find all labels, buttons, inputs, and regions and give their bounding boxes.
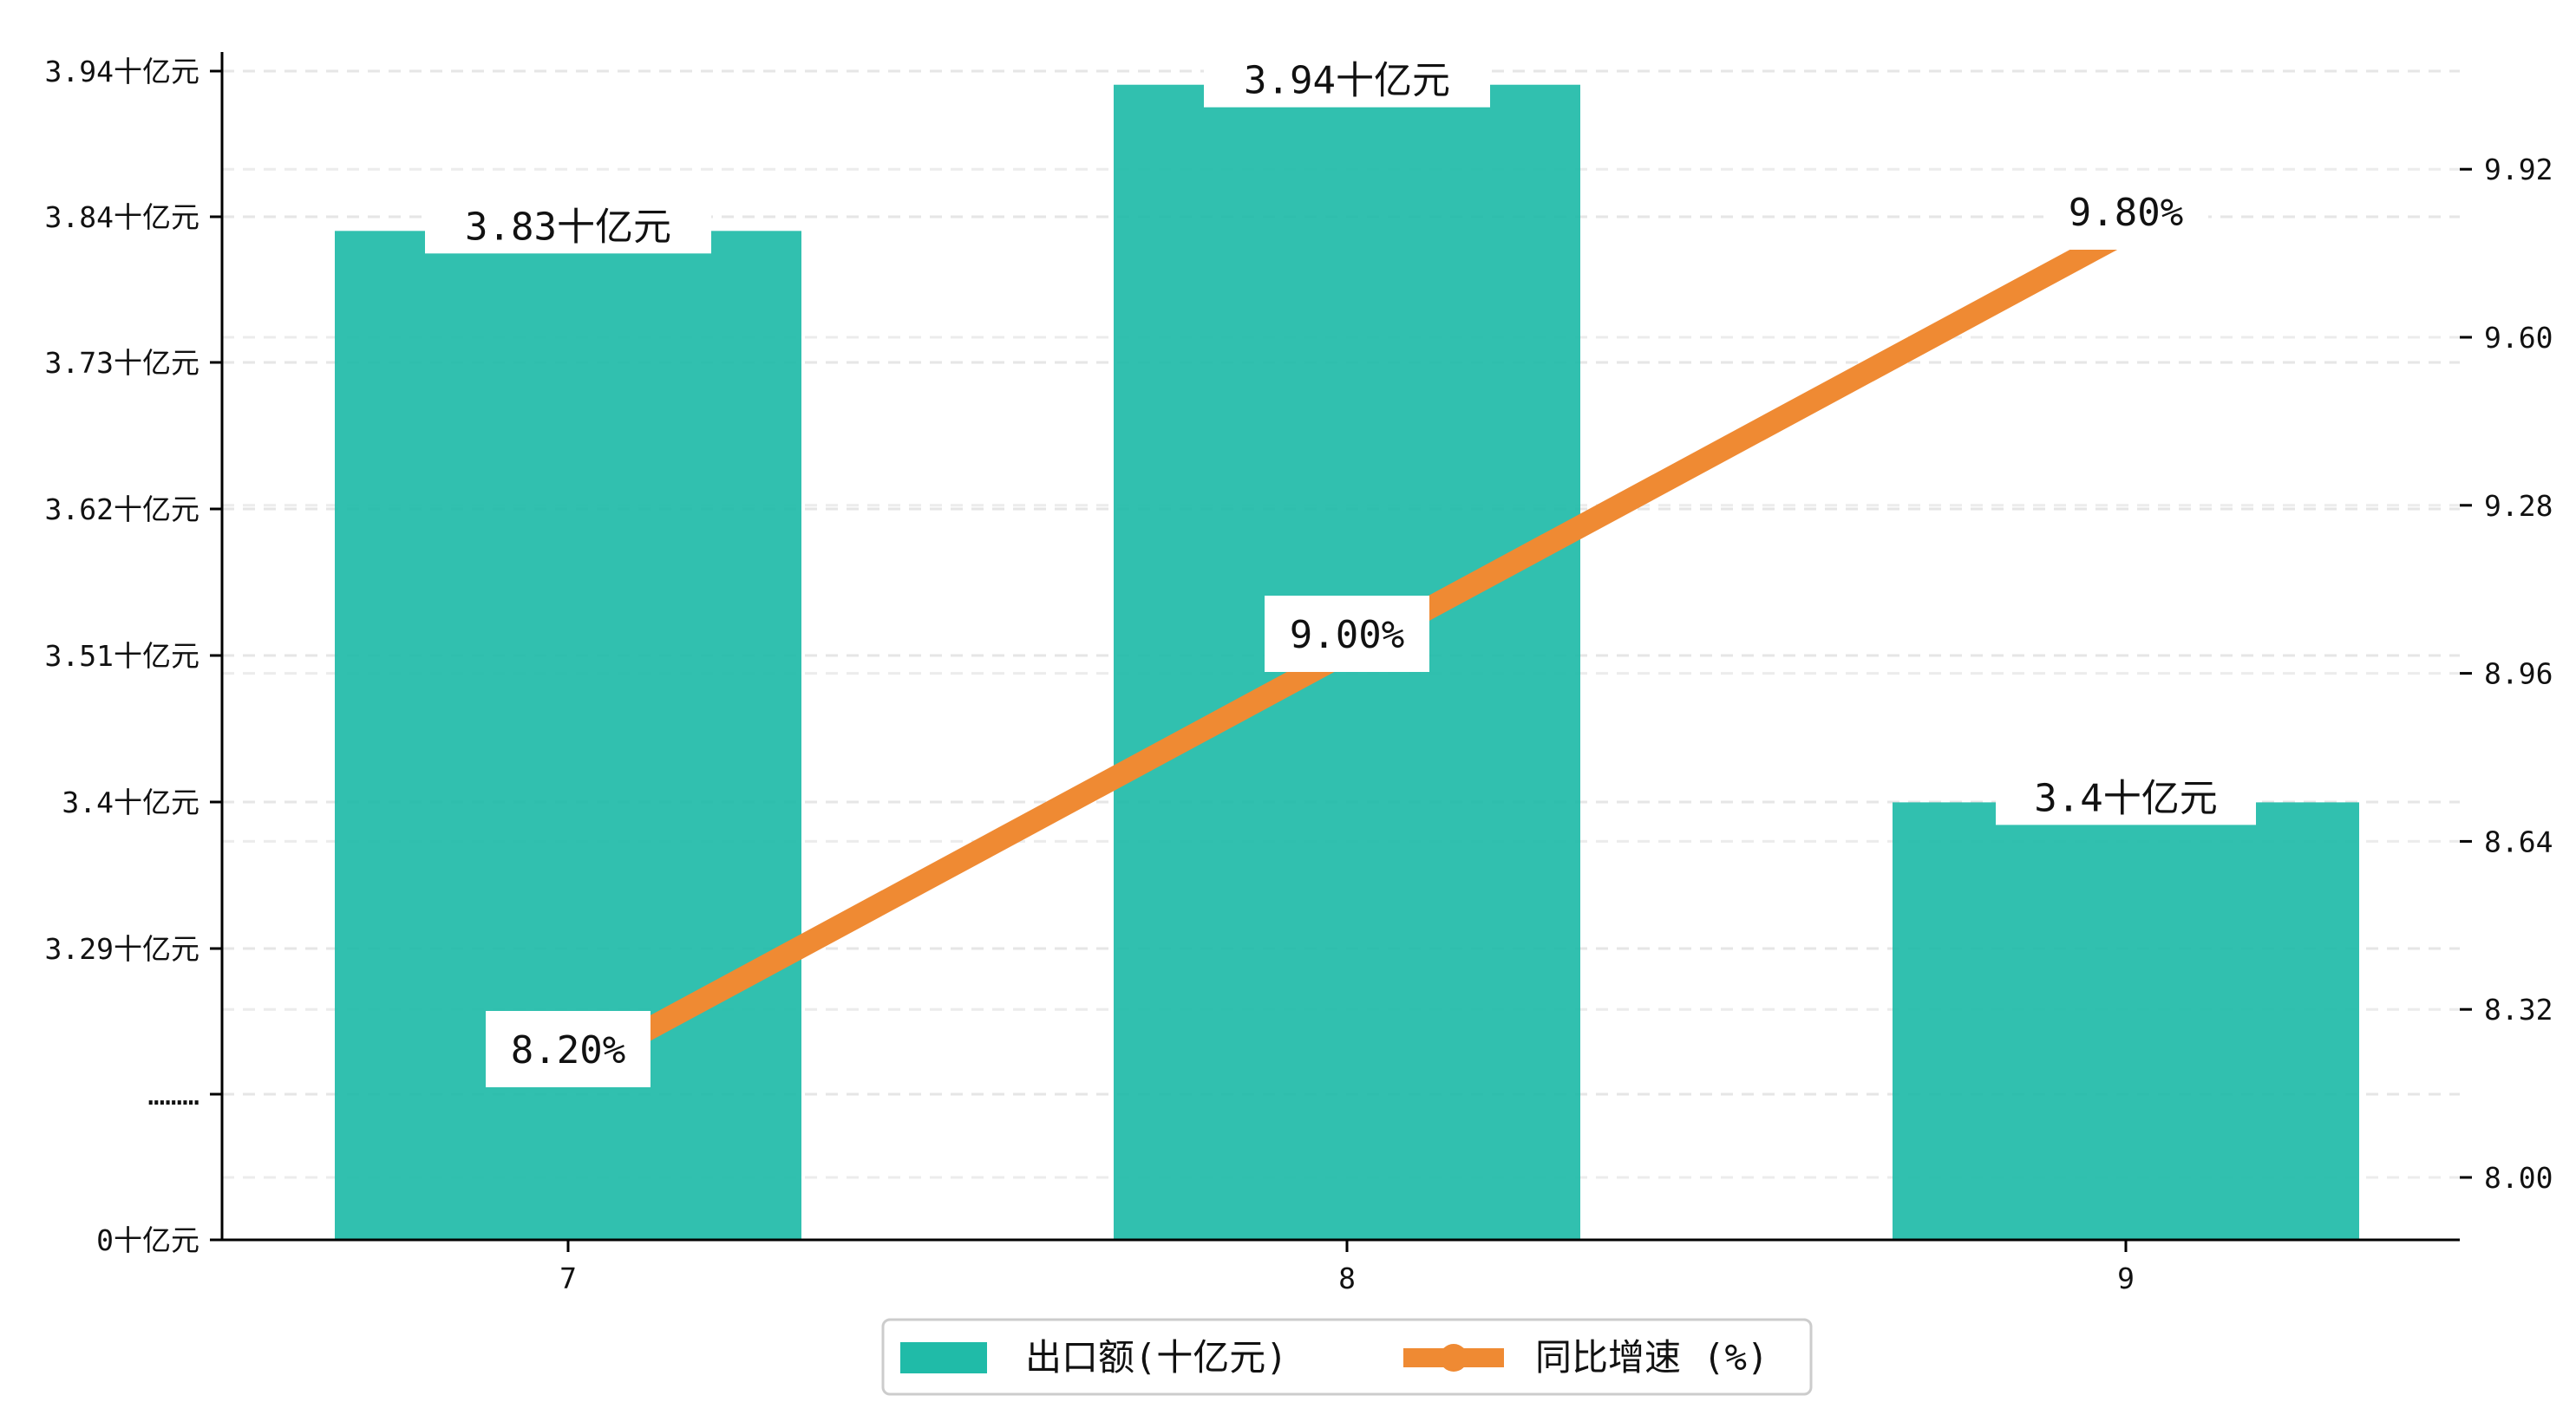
bar — [335, 231, 801, 1240]
y-left-tick-label: 3.62十亿元 — [45, 492, 199, 526]
data-labels: 3.83十亿元 3.94十亿元 3.4十亿元 8.20% 9.00% 9.80% — [425, 51, 2256, 1087]
y-right-tick-label: 8.96 — [2484, 657, 2553, 691]
legend-label-line: 同比增速 (%) — [1535, 1336, 1769, 1379]
x-tick-label: 9 — [2117, 1262, 2135, 1295]
line-value-label-group: 9.00% — [1265, 596, 1429, 672]
bar-value-label-group: 3.83十亿元 — [425, 198, 711, 254]
x-tick-label: 7 — [559, 1262, 577, 1295]
y-left-tick-label: 3.29十亿元 — [45, 932, 199, 966]
line-value-label-group: 8.20% — [486, 1011, 651, 1087]
y-right-tick-label: 9.92 — [2484, 153, 2553, 186]
legend-swatch-bar — [900, 1342, 987, 1373]
bar-value-label: 3.94十亿元 — [1244, 59, 1450, 103]
axes: 0十亿元 ……… 3.29十亿元 3.4十亿元 3.51十亿元 3.62十亿元 3.73十亿… — [45, 52, 2553, 1295]
bar-value-label-group: 3.4十亿元 — [1996, 769, 2256, 825]
bar-value-label-box — [1996, 769, 2256, 825]
line-value-label-box — [2043, 173, 2208, 250]
y-left-tick-label: 3.4十亿元 — [62, 786, 199, 819]
legend-label-bar: 出口额(十亿元) — [1025, 1336, 1288, 1379]
y-left-tick-label: 3.51十亿元 — [45, 639, 199, 673]
y-right-tick-label: 8.00 — [2484, 1161, 2553, 1195]
y-left-tick-label: 0十亿元 — [96, 1223, 199, 1257]
bar-value-label: 3.4十亿元 — [2034, 776, 2217, 820]
legend: 出口额(十亿元) 同比增速 (%) — [881, 1318, 1813, 1396]
legend-swatch-marker — [1440, 1344, 1468, 1372]
bar-series — [335, 84, 2359, 1240]
line-value-label: 9.00% — [1290, 613, 1404, 657]
y-left-tick-label: 3.84十亿元 — [45, 200, 199, 234]
line-value-label-group: 9.80% — [2043, 173, 2208, 250]
bar-value-label: 3.83十亿元 — [465, 205, 671, 249]
bar-value-label-group: 3.94十亿元 — [1204, 51, 1490, 108]
line-value-label: 8.20% — [511, 1028, 625, 1073]
y-left-tick-label: 3.73十亿元 — [45, 346, 199, 380]
bar — [1893, 802, 2359, 1240]
bar-value-label-box — [1204, 51, 1490, 108]
y-left-tick-label: ……… — [147, 1078, 199, 1112]
y-right-tick-label: 8.32 — [2484, 993, 2553, 1027]
y-right-tick-label: 9.28 — [2484, 489, 2553, 523]
x-tick-label: 8 — [1338, 1262, 1356, 1295]
line-value-label: 9.80% — [2069, 191, 2183, 235]
y-right-tick-label: 8.64 — [2484, 825, 2553, 858]
y-left-tick-label: 3.94十亿元 — [45, 55, 199, 88]
bar-value-label-box — [425, 198, 711, 254]
line-value-label-box — [486, 1011, 651, 1087]
line-value-label-box — [1265, 596, 1429, 672]
legend-frame — [881, 1318, 1813, 1396]
y-right-tick-label: 9.60 — [2484, 321, 2553, 355]
